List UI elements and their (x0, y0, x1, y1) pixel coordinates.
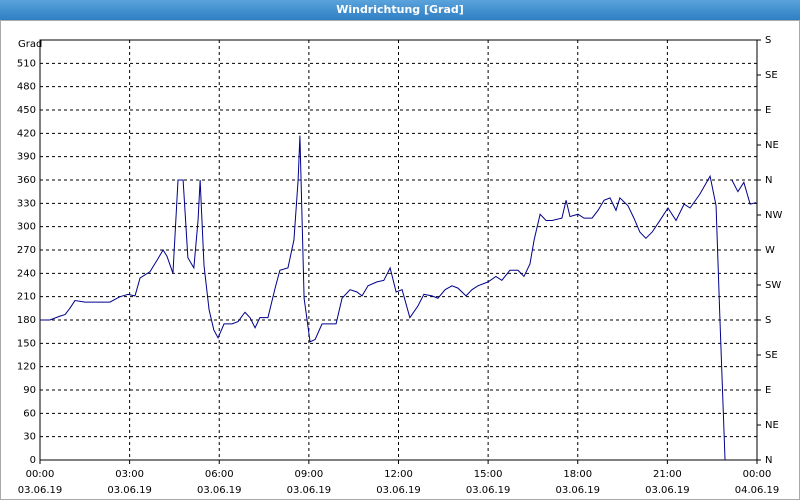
data-line (40, 135, 726, 461)
x-tick-date: 03.06.19 (197, 485, 242, 496)
y2-tick-label: E (765, 105, 771, 116)
y2-tick-label: SE (765, 70, 778, 81)
data-line (731, 179, 757, 205)
x-tick-date: 03.06.19 (107, 485, 152, 496)
y-tick-label: 30 (23, 432, 36, 443)
x-tick-date: 03.06.19 (376, 485, 421, 496)
y2-tick-label: NE (765, 140, 779, 151)
x-tick-label: 12:00 (384, 469, 413, 480)
y-tick-label: 90 (23, 385, 36, 396)
x-tick-label: 09:00 (294, 469, 323, 480)
y2-tick-label: S (765, 315, 771, 326)
y-tick-label: 330 (17, 198, 36, 209)
y-tick-label: 240 (17, 268, 36, 279)
y-tick-label: 480 (17, 82, 36, 93)
y-tick-label: 210 (17, 292, 36, 303)
y-tick-label: 120 (17, 362, 36, 373)
y-tick-label: 270 (17, 245, 36, 256)
y-tick-label: 390 (17, 152, 36, 163)
x-tick-label: 21:00 (653, 469, 682, 480)
x-tick-label: 03:00 (115, 469, 144, 480)
x-tick-date: 03.06.19 (555, 485, 600, 496)
y-tick-label: 510 (17, 58, 36, 69)
window-border (0, 20, 800, 500)
x-tick-label: 06:00 (205, 469, 234, 480)
y2-tick-label: SE (765, 350, 778, 361)
y-tick-label: 360 (17, 175, 36, 186)
y-axis-label: Grad (18, 39, 42, 50)
y-tick-label: 180 (17, 315, 36, 326)
x-tick-date: 03.06.19 (287, 485, 332, 496)
y2-tick-label: N (765, 455, 772, 466)
title-bar (0, 0, 800, 20)
x-tick-date: 03.06.19 (18, 485, 63, 496)
y-tick-label: 450 (17, 105, 36, 116)
y-tick-label: 150 (17, 338, 36, 349)
x-tick-date: 03.06.19 (466, 485, 511, 496)
x-tick-label: 00:00 (743, 469, 772, 480)
x-tick-label: 15:00 (474, 469, 503, 480)
x-tick-date: 03.06.19 (645, 485, 690, 496)
y-tick-label: 300 (17, 222, 36, 233)
x-tick-label: 00:00 (26, 469, 55, 480)
y-tick-label: 60 (23, 408, 36, 419)
y2-tick-label: W (765, 245, 775, 256)
y2-tick-label: S (765, 35, 771, 46)
y2-tick-label: SW (765, 280, 781, 291)
y-tick-label: 420 (17, 128, 36, 139)
x-tick-label: 18:00 (563, 469, 592, 480)
y2-tick-label: NE (765, 420, 779, 431)
y2-tick-label: E (765, 385, 771, 396)
y2-tick-label: NW (765, 210, 782, 221)
y-tick-label: 0 (30, 455, 36, 466)
y2-tick-label: N (765, 175, 772, 186)
chart-title: Windrichtung [Grad] (336, 3, 464, 16)
x-tick-date: 04.06.19 (735, 485, 780, 496)
